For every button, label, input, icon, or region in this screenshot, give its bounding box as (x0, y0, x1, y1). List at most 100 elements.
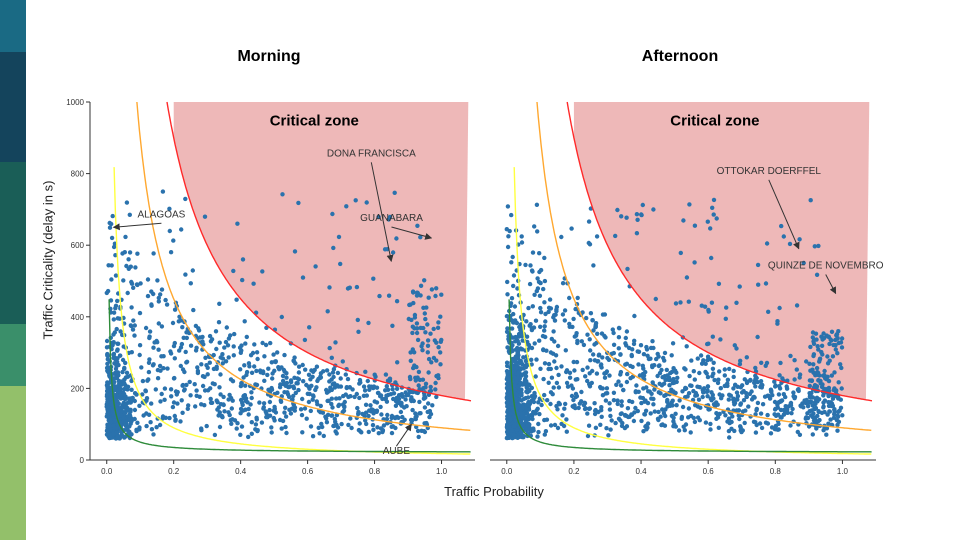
scatter-point (697, 370, 702, 376)
scatter-point (157, 422, 163, 428)
x-tick-label: 0.6 (703, 467, 715, 476)
scatter-point (426, 295, 431, 300)
scatter-point (410, 330, 415, 336)
scatter-point (180, 325, 185, 330)
scatter-point (207, 360, 212, 365)
scatter-point (716, 425, 721, 430)
scatter-point (283, 424, 288, 430)
scatter-point (812, 244, 817, 249)
scatter-point (243, 341, 248, 346)
scatter-point (261, 370, 266, 376)
scatter-point (811, 352, 817, 357)
scatter-point (222, 345, 227, 350)
scatter-point (294, 381, 299, 386)
scatter-point (701, 359, 706, 365)
scatter-point (394, 386, 400, 391)
scatter-point (436, 345, 441, 350)
scatter-point (162, 397, 167, 402)
scatter-point (272, 404, 277, 410)
scatter-point (513, 418, 518, 423)
scatter-point (811, 370, 816, 375)
scatter-point (539, 402, 544, 408)
scatter-point (655, 351, 660, 357)
scatter-point (293, 390, 298, 396)
scatter-point (414, 290, 420, 295)
scatter-point (179, 398, 184, 403)
scatter-point (590, 368, 595, 374)
scatter-point (417, 399, 422, 405)
scatter-point (384, 416, 390, 422)
scatter-point (825, 334, 831, 339)
scatter-point (214, 346, 219, 352)
scatter-point (218, 372, 223, 377)
scatter-point (121, 419, 126, 424)
scatter-point (615, 207, 620, 213)
scatter-point (226, 355, 231, 360)
scatter-point (405, 392, 411, 398)
scatter-point (188, 281, 193, 286)
scatter-point (105, 353, 110, 358)
scatter-point (332, 423, 337, 428)
scatter-point (356, 409, 361, 415)
scatter-point (648, 411, 653, 416)
scatter-point (817, 417, 822, 423)
scatter-point (329, 396, 334, 401)
scatter-point (738, 385, 743, 390)
scatter-point (741, 398, 747, 403)
scatter-point (657, 381, 662, 386)
scatter-point (813, 401, 818, 407)
scatter-point (433, 387, 438, 392)
scatter-point (595, 359, 600, 364)
scatter-point (436, 320, 441, 325)
scatter-point (514, 361, 519, 366)
scatter-point (109, 235, 115, 241)
scatter-point (240, 277, 245, 283)
scatter-point (288, 379, 294, 385)
scatter-point (312, 367, 317, 373)
scatter-point (261, 405, 266, 410)
scatter-point (716, 281, 722, 286)
scatter-point (736, 413, 741, 418)
scatter-point (159, 391, 164, 397)
scatter-point (746, 404, 751, 409)
scatter-point (222, 409, 227, 414)
scatter-point (835, 414, 841, 419)
scatter-point (616, 346, 621, 351)
scatter-point (296, 200, 301, 206)
scatter-point (514, 337, 519, 343)
scatter-point (662, 358, 667, 363)
scatter-point (393, 380, 398, 385)
scatter-point (413, 375, 418, 380)
scatter-point (113, 253, 118, 258)
scatter-point (331, 367, 337, 372)
scatter-point (308, 424, 314, 429)
scatter-point (618, 418, 623, 423)
scatter-point (599, 414, 604, 419)
scatter-point (249, 420, 254, 425)
scatter-point (505, 384, 510, 390)
scatter-point (335, 370, 341, 376)
scatter-point (788, 401, 793, 406)
scatter-point (207, 333, 213, 339)
scatter-point (764, 241, 770, 246)
y-tick-label: 800 (71, 170, 85, 179)
scatter-point (120, 251, 125, 256)
scatter-point (344, 204, 349, 209)
scatter-point (279, 314, 284, 320)
scatter-point (147, 357, 152, 362)
scatter-point (375, 425, 380, 430)
scatter-point (832, 412, 837, 417)
scatter-point (306, 399, 312, 405)
scatter-point (656, 417, 661, 423)
scatter-point (753, 373, 758, 378)
scatter-point (350, 387, 355, 392)
scatter-point (616, 335, 622, 340)
scatter-point (635, 349, 640, 354)
scatter-point (112, 354, 117, 360)
scatter-point (264, 414, 269, 420)
scatter-point (560, 312, 566, 317)
scatter-point (127, 413, 133, 418)
scatter-point (186, 403, 191, 408)
scatter-point (393, 415, 398, 421)
scatter-point (739, 429, 744, 435)
